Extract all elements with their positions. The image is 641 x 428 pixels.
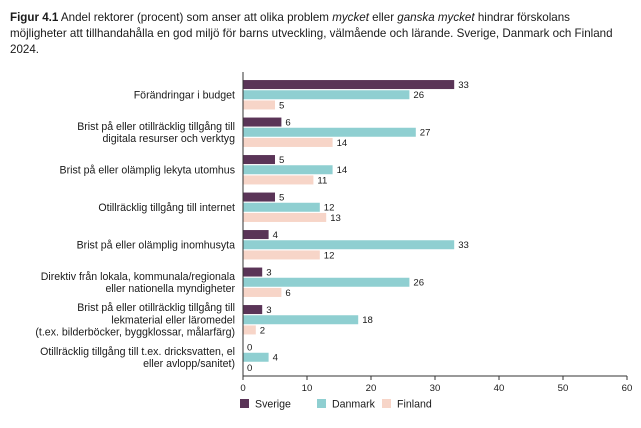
figure-label: Figur 4.1 (10, 11, 59, 24)
category-label-line: digitala resurser och verktyg (103, 133, 236, 145)
category-label: Otillräcklig tillgång till internet (98, 202, 235, 214)
bar-danmark (243, 127, 416, 137)
caption-emphasis-2: ganska mycket (397, 11, 475, 24)
bar-finland (243, 287, 282, 297)
bar-danmark (243, 240, 455, 250)
bar-finland (243, 250, 320, 260)
x-tick-label: 50 (558, 383, 569, 394)
value-label-sverige: 0 (247, 342, 252, 353)
bar-danmark (243, 202, 320, 212)
bar-sverige (243, 267, 263, 277)
category-label: Brist på eller otillräcklig tillgång til… (77, 121, 235, 145)
value-label-danmark: 18 (362, 315, 373, 326)
bar-finland (243, 325, 256, 335)
value-label-sverige: 3 (266, 305, 271, 316)
value-label-sverige: 4 (273, 230, 279, 241)
legend-swatch-sverige (240, 399, 249, 408)
value-label-finland: 0 (247, 363, 252, 374)
legend-swatch-finland (382, 399, 391, 408)
bar-sverige (243, 230, 269, 240)
category-label-line: Direktiv från lokala, kommunala/regional… (41, 271, 235, 283)
bar-danmark (243, 315, 359, 325)
bar-danmark (243, 277, 410, 287)
legend-swatch-danmark (317, 399, 326, 408)
caption-emphasis-1: mycket (332, 11, 369, 24)
caption-text-1: Andel rektorer (procent) som anser att o… (58, 11, 333, 24)
bar-finland (243, 137, 333, 147)
value-label-sverige: 5 (279, 192, 284, 203)
value-label-finland: 2 (260, 325, 265, 336)
category-label: Brist på eller otillräcklig tillgång til… (35, 302, 235, 338)
value-label-finland: 11 (317, 175, 327, 186)
category-label-line: Förändringar i budget (134, 89, 235, 101)
bar-sverige (243, 192, 275, 202)
value-label-sverige: 5 (279, 155, 284, 166)
x-tick-label: 30 (430, 383, 441, 394)
category-label-line: Otillräcklig tillgång till internet (98, 202, 235, 214)
value-label-danmark: 26 (413, 278, 424, 289)
value-label-danmark: 4 (273, 353, 279, 364)
category-label: Otillräcklig tillgång till t.ex. dricksv… (40, 346, 235, 370)
legend-label-danmark: Danmark (332, 399, 376, 411)
value-label-finland: 13 (330, 213, 341, 224)
bar-danmark (243, 165, 333, 175)
caption-text-2: eller (368, 11, 398, 24)
legend-label-sverige: Sverige (255, 399, 291, 411)
category-label: Förändringar i budget (134, 89, 235, 101)
bar-sverige (243, 117, 282, 127)
value-label-sverige: 3 (266, 267, 271, 278)
value-label-danmark: 27 (420, 128, 431, 139)
bar-sverige (243, 80, 455, 90)
bar-sverige (243, 305, 263, 315)
bar-finland (243, 175, 314, 185)
x-tick-label: 60 (622, 383, 633, 394)
value-label-danmark: 26 (413, 90, 424, 101)
category-label: Direktiv från lokala, kommunala/regional… (41, 271, 236, 295)
x-tick-label: 20 (366, 383, 377, 394)
value-label-finland: 6 (285, 288, 290, 299)
category-label-line: eller avlopp/sanitet) (143, 358, 235, 370)
value-label-danmark: 33 (458, 240, 469, 251)
value-label-sverige: 33 (458, 80, 469, 91)
value-label-sverige: 6 (285, 117, 290, 128)
figure-caption: Figur 4.1 Andel rektorer (procent) som a… (10, 10, 625, 58)
category-label-line: Brist på eller olämplig lekyta utomhus (60, 164, 235, 176)
x-tick-label: 0 (240, 383, 245, 394)
bar-finland (243, 212, 327, 222)
category-label-line: lekmaterial eller läromedel (111, 314, 235, 326)
value-label-danmark: 14 (337, 165, 348, 176)
value-label-danmark: 12 (324, 203, 335, 214)
category-label-line: Brist på eller otillräcklig tillgång til… (77, 121, 235, 133)
bar-danmark (243, 352, 269, 362)
category-label-line: Otillräcklig tillgång till t.ex. dricksv… (40, 346, 235, 358)
bar-sverige (243, 155, 275, 165)
category-label-line: eller nationella myndigheter (105, 283, 235, 295)
x-tick-label: 40 (494, 383, 505, 394)
category-label: Brist på eller olämplig inomhusyta (77, 239, 235, 251)
value-label-finland: 5 (279, 100, 284, 111)
value-label-finland: 12 (324, 250, 335, 261)
bar-danmark (243, 90, 410, 100)
category-label-line: (t.ex. bilderböcker, byggklossar, målarf… (35, 327, 235, 339)
legend-label-finland: Finland (397, 399, 432, 411)
x-tick-label: 10 (302, 383, 313, 394)
category-label: Brist på eller olämplig lekyta utomhus (60, 164, 235, 176)
category-label-line: Brist på eller otillräcklig tillgång til… (77, 302, 235, 314)
category-label-line: Brist på eller olämplig inomhusyta (77, 239, 235, 251)
bar-finland (243, 100, 275, 110)
caption-text-3: hindrar förskolans möjligheter att tillh… (10, 11, 613, 56)
value-label-finland: 14 (337, 138, 348, 149)
